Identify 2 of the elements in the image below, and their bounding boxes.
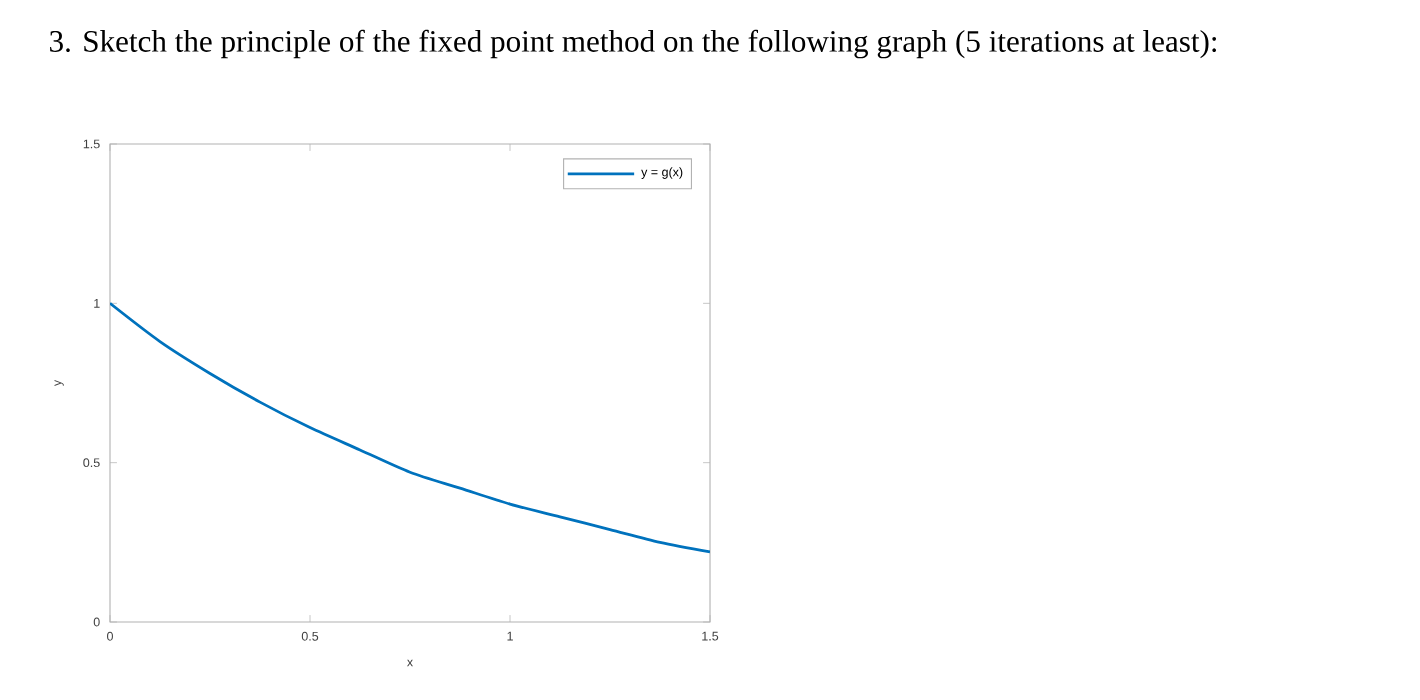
chart-title: 3. Sketch the principle of the fixed point method on the following graph (5 iterations at least):	[50, 29, 1216, 59]
line-series	[110, 301, 711, 554]
